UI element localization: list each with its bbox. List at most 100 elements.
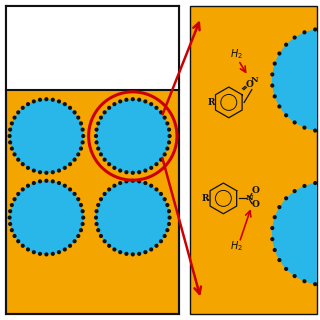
Circle shape [167, 209, 171, 213]
Circle shape [79, 147, 83, 151]
Circle shape [38, 252, 42, 256]
Circle shape [277, 258, 282, 262]
Text: R: R [202, 194, 209, 203]
Circle shape [94, 134, 98, 138]
Circle shape [273, 248, 277, 252]
Circle shape [73, 239, 77, 243]
Circle shape [165, 203, 170, 207]
Circle shape [51, 179, 55, 183]
Circle shape [292, 120, 297, 124]
Circle shape [57, 250, 61, 254]
Circle shape [159, 110, 163, 115]
Circle shape [8, 134, 12, 138]
Circle shape [68, 187, 72, 191]
Circle shape [94, 209, 99, 213]
Circle shape [167, 140, 171, 144]
Circle shape [38, 98, 42, 102]
Circle shape [57, 181, 61, 185]
Circle shape [99, 234, 103, 238]
Circle shape [8, 140, 12, 144]
Circle shape [292, 274, 297, 278]
Circle shape [32, 169, 36, 173]
Circle shape [96, 121, 100, 125]
Circle shape [26, 102, 30, 106]
Circle shape [137, 170, 141, 174]
Circle shape [118, 169, 122, 173]
Circle shape [167, 222, 171, 226]
Circle shape [10, 203, 14, 207]
Circle shape [118, 181, 122, 185]
Circle shape [163, 116, 167, 120]
Circle shape [32, 99, 36, 103]
Circle shape [10, 181, 83, 254]
Circle shape [270, 237, 274, 241]
Circle shape [94, 140, 99, 144]
Circle shape [277, 52, 282, 56]
Circle shape [26, 184, 30, 188]
Text: $H_2$: $H_2$ [230, 48, 243, 61]
Circle shape [81, 140, 85, 144]
Circle shape [149, 102, 153, 106]
Circle shape [16, 192, 20, 196]
Circle shape [73, 110, 77, 115]
Circle shape [124, 170, 129, 174]
Circle shape [8, 222, 12, 226]
Circle shape [44, 252, 49, 257]
Circle shape [96, 203, 100, 207]
Circle shape [68, 106, 72, 110]
Circle shape [302, 279, 307, 283]
Circle shape [96, 147, 100, 151]
Bar [190, 6, 317, 314]
Circle shape [112, 166, 116, 170]
Circle shape [149, 184, 153, 188]
Circle shape [149, 247, 153, 252]
Circle shape [51, 252, 55, 256]
Circle shape [313, 181, 317, 185]
Circle shape [313, 27, 317, 31]
Circle shape [165, 121, 170, 125]
Circle shape [96, 181, 170, 254]
Circle shape [270, 226, 274, 230]
Circle shape [99, 197, 103, 201]
Circle shape [112, 247, 116, 252]
Circle shape [313, 129, 317, 133]
Circle shape [16, 157, 20, 162]
Circle shape [16, 239, 20, 243]
Text: N: N [251, 76, 258, 84]
Circle shape [12, 152, 17, 156]
Circle shape [143, 250, 148, 254]
Circle shape [131, 252, 135, 257]
Circle shape [99, 116, 103, 120]
Circle shape [94, 222, 99, 226]
Circle shape [51, 98, 55, 102]
Circle shape [131, 97, 135, 101]
Circle shape [273, 215, 277, 219]
Text: R: R [207, 98, 215, 107]
Circle shape [131, 171, 135, 175]
Circle shape [81, 222, 85, 226]
Circle shape [102, 192, 107, 196]
Circle shape [292, 36, 297, 40]
Circle shape [68, 162, 72, 166]
Circle shape [168, 134, 172, 138]
Circle shape [302, 184, 307, 188]
Circle shape [124, 252, 129, 256]
Circle shape [21, 162, 25, 166]
Wedge shape [272, 182, 320, 285]
Circle shape [154, 106, 158, 110]
Circle shape [149, 166, 153, 170]
Circle shape [68, 244, 72, 248]
Circle shape [10, 99, 83, 173]
Circle shape [63, 166, 67, 170]
Circle shape [167, 128, 171, 132]
Circle shape [38, 170, 42, 174]
Circle shape [10, 121, 14, 125]
Circle shape [124, 98, 129, 102]
Circle shape [163, 197, 167, 201]
Circle shape [273, 94, 277, 99]
Circle shape [165, 228, 170, 232]
Circle shape [73, 157, 77, 162]
Bar [6, 6, 179, 314]
Circle shape [8, 128, 12, 132]
Circle shape [63, 102, 67, 106]
